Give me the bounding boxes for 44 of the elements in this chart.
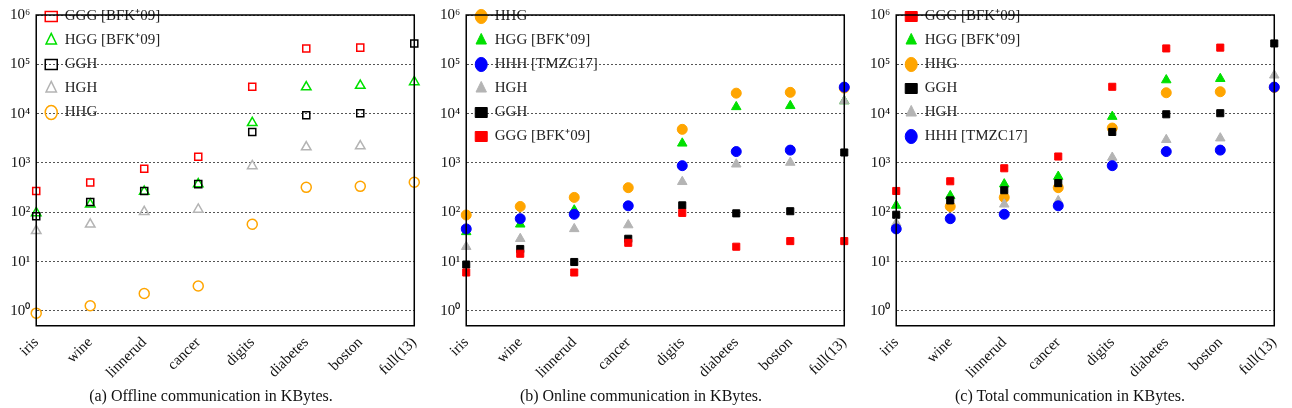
x-tick-label: wine [63,333,96,366]
x-tick-label: iris [876,333,902,359]
legend-label: GGH [64,55,98,72]
y-tick-label: 10³ [10,153,31,170]
x-tick-label: wine [923,333,956,366]
y-tick-label: 10⁶ [440,5,461,22]
y-tick-label: 10² [440,203,461,220]
x-tick-label: iris [446,333,472,359]
y-tick-label: 10⁰ [440,301,461,318]
y-tick-label: 10¹ [10,252,31,269]
y-tick-label: 10³ [440,153,461,170]
legend-label: HHH [TMZC17] [494,55,598,72]
legend-label: HHG [64,103,98,120]
y-tick-label: 10¹ [440,252,461,269]
y-tick-label: 10³ [870,153,891,170]
legend-label: HGH [924,103,958,120]
legend-label: HHH [TMZC17] [924,127,1028,144]
y-tick-label: 10⁵ [870,55,891,72]
legend-label: HGH [494,79,528,96]
text: (a) Offline communication in KBytes. [89,386,333,405]
x-tick-label: wine [493,333,526,366]
y-tick-label: 10⁴ [440,104,461,121]
y-tick-label: 10⁶ [10,5,31,22]
x-tick-label: iris [16,333,42,359]
text: (b) Online communication in KBytes. [519,386,763,405]
legend-label: GGH [494,103,528,120]
y-tick-label: 10² [10,203,31,220]
y-tick-label: 10⁵ [10,55,31,72]
legend-label: HGG [BFK⁺09] [924,31,1021,48]
legend-label: HGG [BFK⁺09] [64,31,161,48]
legend-label: GGH [924,79,958,96]
y-tick-label: 10⁰ [10,301,31,318]
y-tick-label: 10² [870,203,891,220]
legend-label: HGG [BFK⁺09] [494,31,591,48]
legend-label: HHG [924,55,958,72]
legend-label: HGH [64,79,98,96]
y-tick-label: 10⁵ [440,55,461,72]
legend-label: GGG [BFK⁺09] [494,127,591,144]
y-tick-label: 10⁰ [870,301,891,318]
y-tick-label: 10⁴ [870,104,891,121]
y-tick-label: 10¹ [870,252,891,269]
y-tick-label: 10⁴ [10,104,31,121]
y-tick-label: 10⁶ [870,5,891,22]
text: (c) Total communication in KBytes. [954,386,1186,405]
